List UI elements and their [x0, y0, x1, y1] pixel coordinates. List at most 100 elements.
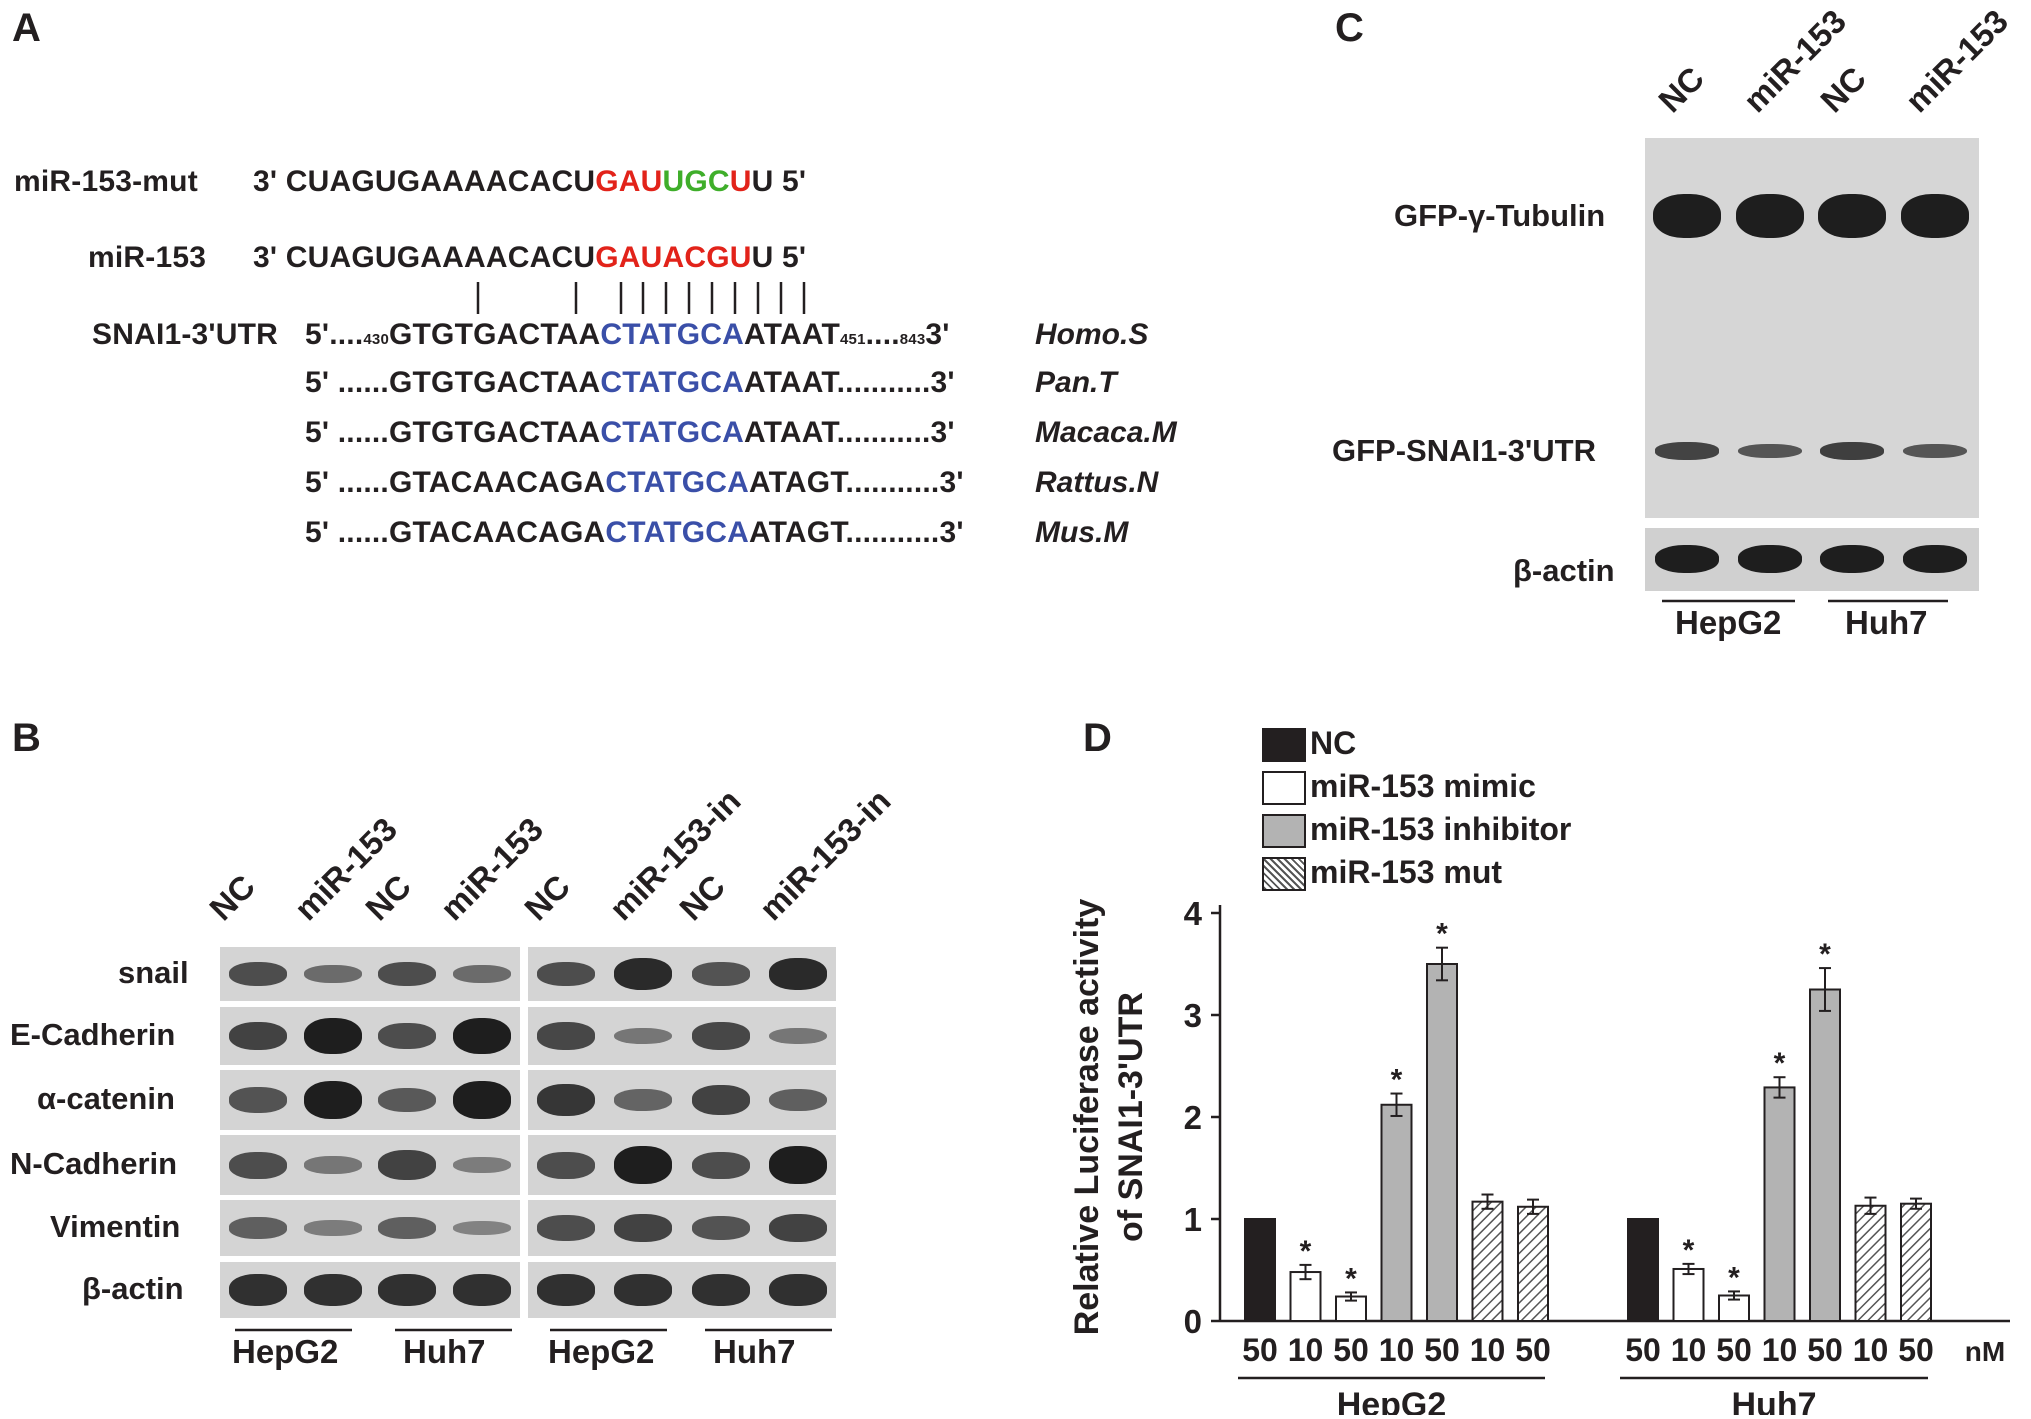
c-band-tubulin	[1736, 194, 1804, 238]
b-band	[769, 1146, 827, 1184]
b-cell-underlines	[235, 1328, 832, 1332]
bar	[1517, 1205, 1549, 1323]
species-label: Homo.S	[1035, 318, 1149, 351]
c-cell-label: HepG2	[1675, 604, 1782, 641]
bar	[1854, 1204, 1887, 1322]
significance-star: *	[1345, 1262, 1357, 1295]
utr-sequence-row: 5'....430GTGTGACTAACTATGCAATAAT451....84…	[305, 318, 950, 351]
b-lane-label: NC	[517, 867, 578, 928]
b-band	[229, 1217, 287, 1239]
c-blot-actin	[1645, 528, 1979, 591]
panel-label-d: D	[1083, 716, 1112, 760]
b-band	[769, 1274, 827, 1306]
b-cell-label: Huh7	[403, 1333, 486, 1370]
c-lane-label: miR-153	[1898, 2, 2016, 120]
group-label: Huh7	[1732, 1386, 1817, 1415]
y-tick-label: 1	[1184, 1201, 1202, 1238]
b-band	[614, 958, 673, 990]
c-row-label: GFP-SNAI1-3'UTR	[1332, 433, 1596, 468]
c-blot-main	[1645, 138, 1979, 518]
y-tick-label: 3	[1184, 997, 1202, 1034]
b-band	[691, 1216, 750, 1240]
bar	[1627, 1218, 1659, 1322]
c-band-actin	[1655, 545, 1719, 573]
c-band-snai1	[1820, 442, 1884, 460]
bar	[1763, 1086, 1796, 1322]
c-band-actin	[1903, 545, 1967, 573]
significance-star: *	[1819, 938, 1831, 971]
b-lane-label: NC	[672, 867, 733, 928]
y-tick-label: 2	[1184, 1099, 1202, 1136]
b-row-label: N-Cadherin	[10, 1146, 178, 1181]
b-lane-label: miR-153-in	[602, 781, 748, 928]
b-cell-label: Huh7	[713, 1333, 796, 1370]
utr-sequence-row: 5' ......GTACAACAGACTATGCAATAGT.........…	[305, 516, 964, 549]
species-label: Mus.M	[1035, 516, 1129, 549]
b-band	[769, 1027, 827, 1045]
b-band	[229, 1151, 287, 1179]
b-band	[537, 1083, 595, 1117]
c-band-snai1	[1903, 443, 1967, 459]
c-row-label: β-actin	[1513, 553, 1615, 588]
b-lane-label: miR-153-in	[752, 781, 898, 928]
b-band	[453, 964, 511, 984]
bar	[1244, 1218, 1276, 1322]
group-label: HepG2	[1337, 1386, 1447, 1415]
b-blot-strip	[528, 1070, 836, 1130]
b-row-label: α-catenin	[37, 1081, 175, 1116]
bar	[1426, 963, 1458, 1322]
unit-label: nM	[1965, 1336, 2005, 1367]
legend-swatch	[1262, 857, 1306, 891]
c-band-snai1	[1738, 443, 1802, 459]
b-blot-strip	[528, 1007, 836, 1065]
b-row-label: Vimentin	[50, 1209, 181, 1244]
b-band	[691, 1151, 750, 1179]
x-tick-label: 50	[1716, 1332, 1752, 1368]
b-lane-label: NC	[202, 867, 263, 928]
b-band	[303, 1220, 362, 1236]
c-lane-label: NC	[1813, 59, 1874, 120]
bar	[1900, 1202, 1932, 1323]
b-band	[453, 1156, 511, 1174]
legend-swatch	[1262, 728, 1306, 762]
x-tick-label: 10	[1671, 1332, 1707, 1368]
b-band	[453, 1221, 511, 1235]
utr-label: SNAI1-3'UTR	[92, 318, 279, 351]
b-blot-strip	[220, 1262, 520, 1318]
c-band-actin	[1738, 545, 1802, 573]
y-tick-label: 0	[1184, 1303, 1202, 1340]
utr-sequence-row: 5' ......GTGTGACTAACTATGCAATAAT.........…	[305, 366, 955, 399]
b-band	[537, 1151, 595, 1179]
c-band-tubulin	[1653, 194, 1721, 238]
x-tick-label: 50	[1333, 1332, 1369, 1368]
b-blot-strip	[528, 1262, 836, 1318]
legend-swatch	[1262, 814, 1306, 848]
b-band	[229, 1021, 287, 1051]
x-tick-label: 50	[1515, 1332, 1551, 1368]
b-band	[537, 1274, 595, 1306]
c-cell-label: Huh7	[1845, 604, 1928, 641]
b-blot-strip	[220, 1135, 520, 1195]
b-band	[453, 1081, 511, 1119]
b-band	[229, 1087, 287, 1113]
bar	[1809, 988, 1841, 1322]
mir-sequence: 3' CUAGUGAAAACACUGAUACGUU 5'	[253, 241, 807, 274]
utr-sequence-row: 5' ......GTACAACAGACTATGCAATAGT.........…	[305, 466, 964, 499]
b-band	[614, 1214, 673, 1242]
b-band	[537, 1215, 595, 1241]
b-cell-label: HepG2	[548, 1333, 655, 1370]
x-tick-label: 50	[1898, 1332, 1934, 1368]
b-row-label: E-Cadherin	[10, 1017, 176, 1052]
panel-label-b: B	[12, 716, 41, 760]
utr-sequence-row: 5' ......GTGTGACTAACTATGCAATAAT.........…	[305, 416, 955, 449]
base-pairing-ticks	[476, 282, 806, 314]
b-blot-strip	[220, 1007, 520, 1065]
b-band	[303, 964, 362, 984]
b-band	[691, 1085, 750, 1115]
b-band	[537, 1022, 595, 1050]
b-lane-label: NC	[358, 867, 419, 928]
c-lane-label: NC	[1651, 59, 1712, 120]
bar	[1471, 1200, 1504, 1322]
significance-star: *	[1300, 1235, 1312, 1268]
y-tick-label: 4	[1184, 895, 1203, 932]
